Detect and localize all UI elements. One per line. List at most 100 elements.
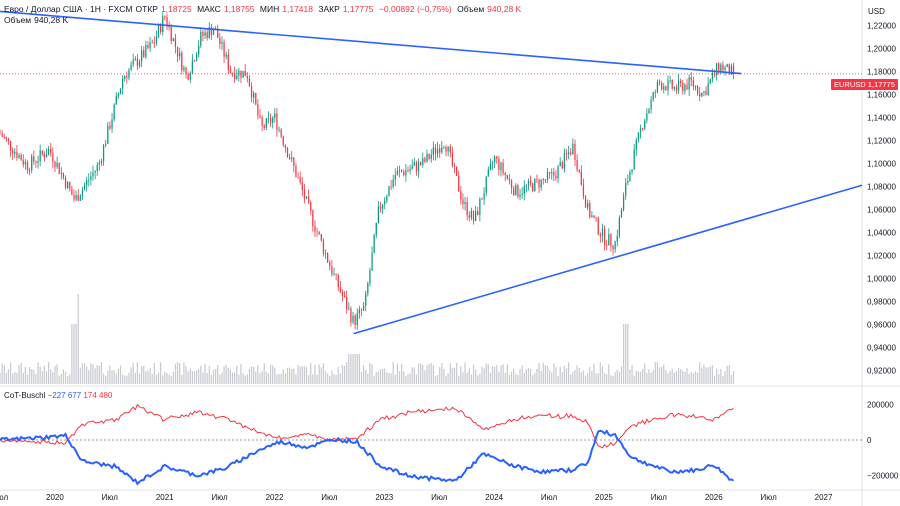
candle-body (641, 128, 644, 129)
volume-bar (35, 374, 37, 384)
candle-body (322, 240, 325, 254)
candle-body (327, 253, 329, 263)
candle-body (41, 150, 43, 155)
volume-bar (639, 371, 642, 384)
candle-body (217, 28, 219, 38)
candle-body (60, 172, 62, 174)
volume-bar (69, 374, 71, 384)
candle-body (667, 80, 669, 91)
volume-bar (641, 368, 644, 384)
candle-body (384, 200, 386, 205)
candle-body (310, 202, 312, 211)
candle-body (295, 166, 297, 177)
candle-body (107, 125, 109, 144)
volume-bar (417, 363, 420, 384)
candle-body (644, 120, 646, 129)
candle-body (680, 80, 682, 83)
volume-bar (555, 367, 557, 384)
candle-body (162, 16, 164, 33)
volume-bar (436, 374, 439, 384)
volume-bar (669, 370, 671, 384)
candle-body (434, 147, 437, 154)
candle-body (111, 119, 113, 129)
volume-bar (415, 374, 418, 384)
candle-body (231, 72, 234, 74)
candle-body (595, 217, 597, 219)
volume-bar (41, 370, 43, 384)
cot-tick-label: 200000 (867, 401, 894, 410)
volume-bar (183, 362, 185, 384)
chart-header: Евро / Доллар США · 1Н · FXCM ОТКР 1,18725… (4, 4, 524, 15)
candle-body (195, 54, 198, 61)
volume-bar (428, 363, 430, 384)
candle-body (661, 83, 663, 90)
volume-bar (447, 373, 449, 384)
volume-bar (599, 362, 601, 384)
candle-body (601, 228, 604, 237)
x-tick-label: Июл (651, 493, 668, 502)
volume-bar (593, 363, 595, 384)
candle-body (464, 201, 466, 205)
trendlines[interactable] (0, 10, 863, 335)
candle-body (343, 295, 346, 297)
volume-bar (703, 364, 705, 384)
candle-body (432, 147, 434, 155)
volume-bar (365, 370, 367, 384)
volume-bar (132, 362, 134, 384)
y-tick-label: 1,04000 (867, 228, 896, 237)
volume-bar (682, 370, 684, 384)
volume-legend: Объем 940,28 K (4, 15, 71, 26)
cot-value-red: 174 480 (83, 391, 113, 400)
candle-body (462, 199, 464, 205)
candle-body (411, 165, 413, 169)
symbol-title[interactable]: Евро / Доллар США · 1Н · FXCM (4, 4, 133, 14)
candle-body (629, 171, 631, 181)
volume-bar (143, 366, 145, 384)
candle-body (394, 175, 396, 180)
candle-body (227, 54, 229, 70)
candle-body (606, 245, 608, 246)
volume-bar (728, 365, 730, 384)
candle-body (244, 70, 246, 77)
volume-bar (269, 364, 272, 384)
candle-body (568, 152, 570, 155)
volume-bar (551, 372, 553, 384)
volume-bar (105, 375, 107, 384)
candle-body (73, 194, 75, 200)
volume-bar (225, 364, 227, 384)
volume-bar (449, 363, 451, 384)
volume-bar (405, 375, 407, 384)
volume-bar (24, 366, 27, 384)
volume-bar (295, 374, 297, 384)
candle-body (510, 180, 513, 189)
volume-bar (627, 324, 629, 384)
volume-bar (424, 370, 426, 384)
x-tick-label: 2027 (815, 493, 833, 502)
y-tick-label: 1,10000 (867, 159, 896, 168)
volume-bar (73, 324, 75, 384)
candle-body (367, 283, 369, 294)
volume-bar (644, 363, 646, 384)
cot-legend[interactable]: CoT-Buschl −227 677 174 480 (4, 391, 112, 400)
candle-body (506, 175, 508, 179)
volume-bar (47, 362, 50, 384)
candle-body (83, 185, 86, 190)
volume-bar (443, 368, 445, 384)
candle-body (174, 38, 177, 47)
candle-body (18, 155, 20, 158)
volume-bar (318, 364, 320, 384)
candle-body (390, 186, 392, 188)
volume-bar (631, 364, 633, 384)
currency-label[interactable]: USD (868, 7, 885, 16)
open-label: ОТКР (135, 4, 158, 14)
candle-body (240, 70, 242, 78)
volume-bar (587, 373, 589, 384)
candle-body (26, 161, 29, 171)
volume-bar (544, 365, 547, 384)
candle-body (584, 196, 587, 208)
volume-bar (136, 362, 139, 384)
candle-body (79, 196, 81, 201)
candle-body (572, 143, 574, 155)
volume-bar (690, 372, 692, 384)
